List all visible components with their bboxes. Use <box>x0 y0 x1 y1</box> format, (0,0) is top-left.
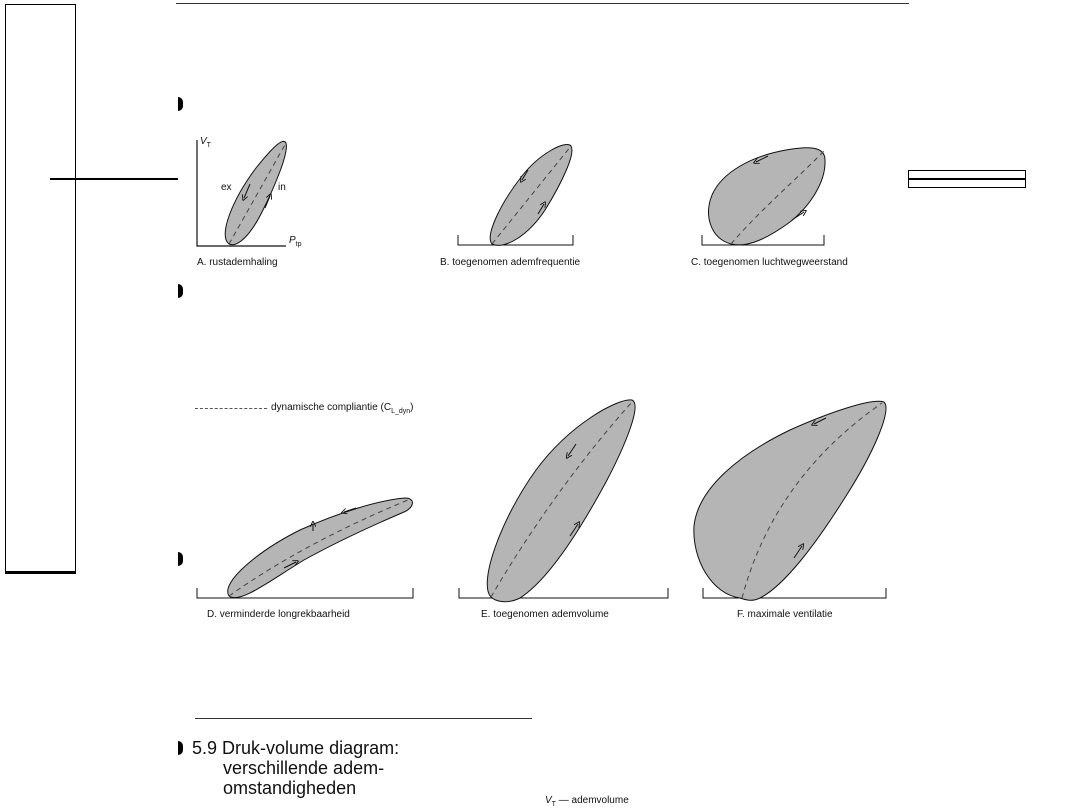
panel-c-baseline <box>701 235 825 246</box>
panel-e-caption: E. toegenomen ademvolume <box>481 609 609 620</box>
figure-title-line2: verschillende adem- <box>223 758 385 778</box>
panel-c-arrow-top <box>756 155 769 162</box>
panel-f-loop <box>693 400 887 601</box>
panel-f-compliance-line <box>741 402 883 599</box>
panel-a-x-axis-label: Ptp <box>289 235 302 248</box>
panel-b-compliance-line <box>491 145 572 245</box>
panel-c-loop <box>708 147 826 246</box>
panel-a-arrow-ex <box>244 183 251 198</box>
panel-a-arrow-in <box>264 196 270 209</box>
panel-f <box>693 400 887 601</box>
panel-e-baseline <box>458 588 669 599</box>
panel-d <box>196 497 414 599</box>
bullet-marker <box>178 97 183 111</box>
panel-b-baseline <box>457 235 574 246</box>
bullet-marker <box>178 552 183 566</box>
figure-title-line3: omstandigheden <box>223 778 357 798</box>
panel-d-loop <box>227 497 413 599</box>
panel-a-y-axis-label: VT <box>200 136 211 149</box>
panel-a-loop <box>224 141 287 246</box>
panel-c <box>701 147 826 246</box>
panel-d-arrow-bottom <box>283 562 296 569</box>
figure-number: 5.9 <box>192 738 218 758</box>
bullet-marker <box>178 741 183 755</box>
panel-c-arrow-bottom <box>791 212 804 221</box>
legend-dynamic-compliance: dynamische compliantie (CL_dyn) <box>271 402 414 415</box>
panel-f-caption: F. maximale ventilatie <box>737 609 833 620</box>
caption-rule <box>195 718 532 719</box>
panel-a <box>196 140 287 247</box>
top-rule <box>176 3 909 4</box>
panel-b-arrow-up <box>537 204 544 215</box>
figure-title: 5.9 Druk-volume diagram: verschillende a… <box>192 738 399 798</box>
legend-dashed-line <box>195 408 267 409</box>
panel-a-in-label: in <box>278 182 286 193</box>
panel-e-arrow-up <box>569 524 578 537</box>
panel-e-compliance-line <box>490 401 633 598</box>
legend-vt-definition: VT — ademvolume <box>545 795 629 808</box>
panel-a-axes <box>196 140 286 247</box>
panel-b <box>457 144 574 246</box>
panel-f-arrow-top <box>814 417 827 424</box>
panel-f-arrow-bottom <box>793 546 802 559</box>
panel-e-arrow-down <box>568 443 577 456</box>
panel-b-arrow-down <box>522 169 529 180</box>
panel-b-caption: B. toegenomen ademfrequentie <box>440 257 581 268</box>
panel-d-baseline <box>196 588 414 599</box>
panel-a-compliance-line <box>228 142 287 245</box>
left-divider-line <box>50 178 178 180</box>
panel-e-loop <box>486 399 636 603</box>
left-frame <box>5 4 76 574</box>
panel-c-compliance-line <box>730 149 826 245</box>
panel-a-ex-label: ex <box>221 182 232 193</box>
panel-a-caption: A. rustademhaling <box>197 257 278 268</box>
panel-c-caption: C. toegenomen luchtwegweerstand <box>691 257 848 268</box>
panel-e <box>458 399 669 603</box>
panel-d-caption: D. verminderde longrekbaarheid <box>207 609 350 620</box>
right-box-divider <box>908 178 1026 180</box>
bullet-marker <box>178 284 183 298</box>
panel-f-baseline <box>702 588 887 599</box>
figure-title-line1: 5.9 Druk-volume diagram: <box>192 738 400 758</box>
panel-d-arrow-top <box>344 507 357 512</box>
